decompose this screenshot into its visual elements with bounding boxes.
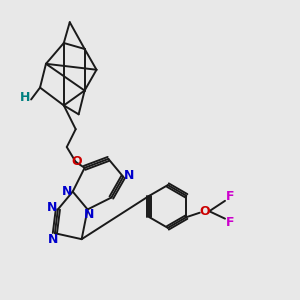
Text: F: F: [226, 190, 235, 203]
Text: N: N: [48, 233, 59, 246]
Text: N: N: [47, 202, 58, 214]
Text: N: N: [62, 185, 73, 198]
Text: N: N: [84, 208, 94, 221]
Text: O: O: [200, 205, 210, 218]
Text: N: N: [123, 169, 134, 182]
Text: H: H: [20, 92, 30, 104]
Text: O: O: [72, 155, 83, 168]
Text: F: F: [226, 216, 235, 229]
